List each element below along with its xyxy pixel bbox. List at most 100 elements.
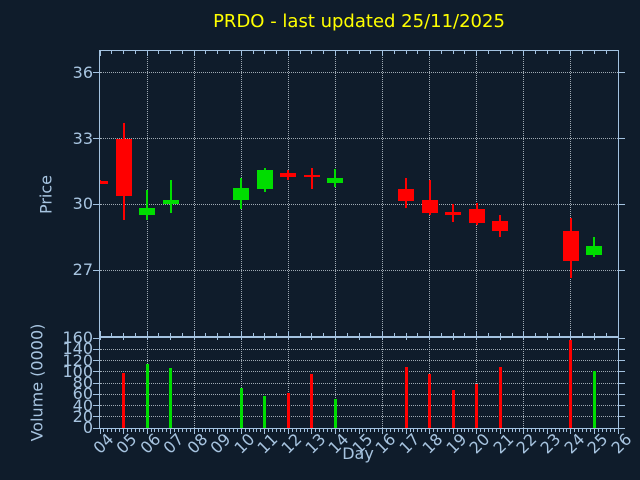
tick-mark: [546, 429, 548, 434]
tick-mark: [574, 429, 576, 432]
tick-mark: [307, 429, 309, 432]
tick-mark: [264, 51, 266, 54]
tick-mark: [170, 429, 172, 434]
tick-mark: [448, 429, 450, 432]
grid-line: [523, 51, 525, 336]
tick-mark: [142, 429, 144, 432]
tick-mark: [429, 338, 431, 340]
tick-mark: [480, 429, 482, 432]
grid-line: [476, 51, 478, 336]
tick-mark: [393, 51, 395, 54]
tick-mark: [123, 429, 125, 434]
tick-mark: [619, 360, 625, 361]
tick-mark: [570, 338, 572, 340]
grid-line: [100, 348, 618, 350]
tick-mark: [252, 429, 254, 432]
tick-mark: [291, 429, 293, 432]
tick-mark: [358, 338, 360, 340]
grid-line: [100, 416, 618, 418]
tick-mark: [170, 338, 172, 340]
tick-mark: [382, 338, 384, 340]
tick-mark: [354, 429, 356, 432]
tick-mark: [523, 429, 525, 434]
candle-body: [398, 189, 415, 202]
tick-mark: [405, 429, 407, 434]
tick-mark: [488, 333, 489, 336]
tick-mark: [134, 429, 136, 432]
tick-mark: [100, 51, 101, 56]
tick-mark: [260, 429, 262, 432]
grid-line: [100, 203, 618, 205]
tick-mark: [264, 429, 266, 434]
tick-mark: [590, 429, 592, 432]
tick-mark: [491, 429, 493, 432]
tick-mark: [570, 51, 572, 56]
tick-mark: [425, 429, 427, 432]
volume-tick-label: 120: [62, 350, 93, 370]
tick-mark: [93, 371, 99, 373]
tick-mark: [174, 429, 176, 432]
tick-mark: [382, 51, 384, 56]
tick-mark: [609, 429, 611, 432]
tick-mark: [93, 72, 99, 74]
tick-mark: [358, 429, 360, 434]
tick-mark: [217, 338, 219, 340]
candle-body: [586, 246, 603, 255]
tick-mark: [205, 51, 207, 54]
tick-mark: [256, 429, 258, 432]
candle-body: [162, 200, 179, 205]
tick-mark: [252, 51, 254, 54]
tick-mark: [181, 333, 183, 336]
tick-mark: [295, 429, 297, 432]
tick-mark: [476, 429, 478, 434]
tick-mark: [570, 429, 572, 434]
tick-mark: [134, 51, 136, 54]
tick-mark: [217, 51, 219, 54]
grid-line: [100, 138, 618, 140]
tick-mark: [221, 429, 223, 432]
tick-mark: [484, 429, 486, 432]
tick-mark: [100, 338, 101, 340]
volume-bar: [145, 364, 149, 428]
tick-mark: [429, 331, 431, 336]
tick-mark: [346, 333, 348, 336]
tick-mark: [217, 429, 219, 434]
tick-mark: [385, 429, 387, 432]
tick-mark: [327, 429, 329, 432]
tick-mark: [111, 429, 113, 432]
tick-mark: [123, 51, 125, 54]
tick-mark: [619, 382, 625, 384]
tick-mark: [283, 429, 285, 432]
tick-mark: [280, 429, 281, 432]
volume-bar: [428, 374, 432, 428]
volume-tick-label: 60: [72, 384, 93, 404]
tick-mark: [146, 338, 148, 340]
tick-mark: [201, 429, 203, 432]
grid-line: [193, 51, 195, 336]
tick-mark: [405, 51, 407, 54]
tick-mark: [511, 429, 513, 432]
tick-mark: [93, 337, 99, 339]
volume-tick-label: 160: [62, 328, 93, 347]
volume-tick-label: 80: [72, 373, 93, 392]
tick-mark: [323, 429, 325, 432]
tick-mark: [554, 429, 556, 432]
tick-mark: [619, 427, 625, 429]
tick-mark: [331, 429, 333, 432]
tick-mark: [193, 331, 195, 336]
tick-mark: [197, 429, 199, 432]
tick-mark: [468, 429, 470, 432]
price-tick-label: 27: [72, 260, 93, 280]
tick-mark: [154, 429, 156, 432]
tick-mark: [123, 333, 125, 336]
tick-mark: [93, 382, 99, 384]
tick-mark: [193, 338, 195, 340]
tick-mark: [535, 429, 537, 432]
candle-wick: [169, 180, 172, 214]
tick-mark: [362, 429, 364, 432]
tick-mark: [593, 338, 595, 340]
tick-mark: [193, 51, 195, 56]
tick-mark: [93, 348, 99, 350]
tick-mark: [240, 338, 242, 340]
tick-mark: [93, 138, 99, 140]
